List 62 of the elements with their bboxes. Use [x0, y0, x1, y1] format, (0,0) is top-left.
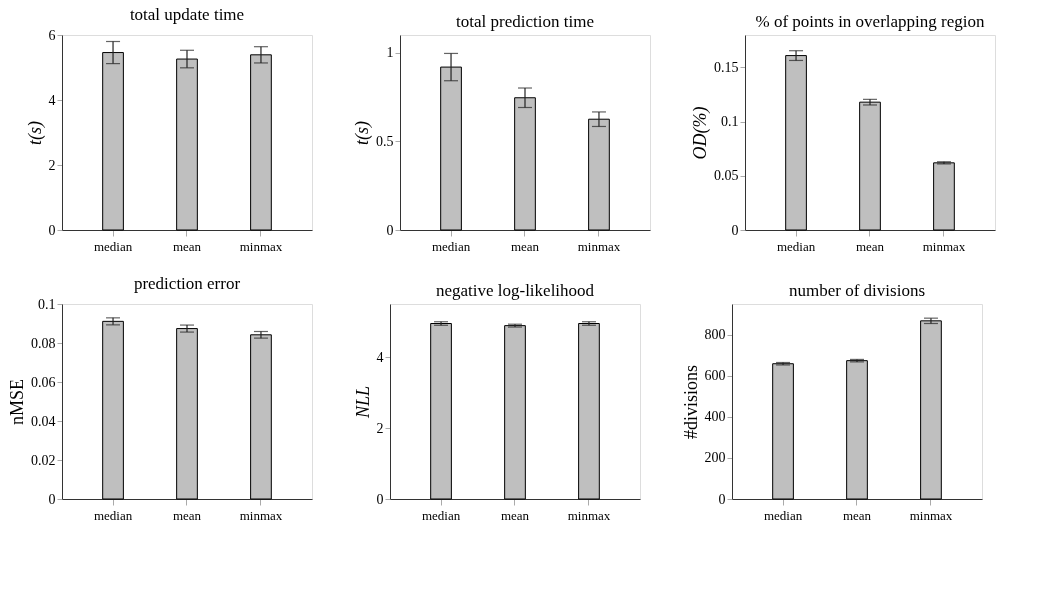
- y-tick-label: 200: [704, 450, 726, 466]
- y-tick-label: 800: [704, 327, 726, 343]
- y-tick-label: 0.1: [38, 296, 56, 312]
- y-axis-title: #divisions: [680, 364, 701, 440]
- y-tick-label: 0.08: [31, 335, 56, 351]
- x-tick-label: median: [763, 507, 803, 523]
- x-tick-label: minmax: [239, 507, 283, 523]
- y-tick-label: 0.5: [376, 133, 394, 149]
- bar: [514, 97, 536, 231]
- x-tick-label: mean: [172, 507, 202, 523]
- x-tick-label: minmax: [567, 507, 611, 523]
- y-axis-title: nMSE: [7, 378, 27, 426]
- bar: [772, 363, 794, 500]
- x-tick-label: median: [776, 238, 816, 254]
- y-tick-label: 4: [376, 349, 384, 365]
- y-tick-label: 6: [48, 27, 56, 43]
- y-tick-label: 0: [386, 222, 394, 238]
- y-tick-label: 0: [731, 222, 739, 238]
- x-tick-label: minmax: [922, 238, 966, 254]
- y-tick-label: 0.04: [31, 413, 56, 429]
- bar: [785, 55, 807, 231]
- bar: [846, 360, 868, 500]
- y-tick-label: 0.02: [31, 452, 56, 468]
- y-tick-label: 0: [718, 491, 726, 507]
- y-tick-label: 0: [48, 222, 56, 238]
- x-tick-label: median: [93, 238, 133, 254]
- chart-title: number of divisions: [789, 281, 925, 300]
- chart-title: total prediction time: [456, 12, 594, 31]
- y-tick-label: 0.05: [714, 168, 739, 184]
- bar: [588, 118, 610, 231]
- y-tick-label: 0.1: [721, 114, 739, 130]
- x-tick-label: mean: [172, 238, 202, 254]
- y-tick-label: 1: [386, 45, 394, 61]
- x-tick-label: median: [431, 238, 471, 254]
- y-tick-label: 0.15: [714, 60, 739, 75]
- y-axis-title: OD(%): [690, 106, 711, 160]
- bar: [933, 162, 955, 231]
- y-tick-label: 600: [704, 368, 726, 384]
- bar: [440, 66, 462, 231]
- y-tick-label: 0: [48, 491, 56, 507]
- y-tick-label: 0: [376, 491, 384, 507]
- y-axis-title: NLL: [352, 385, 373, 420]
- x-tick-label: mean: [510, 238, 540, 254]
- y-tick-label: 400: [704, 409, 726, 425]
- y-tick-label: 0.06: [31, 374, 56, 390]
- chart-title: prediction error: [133, 274, 241, 293]
- x-tick-label: mean: [500, 507, 530, 523]
- x-tick-label: mean: [842, 507, 872, 523]
- x-tick-label: minmax: [909, 507, 953, 523]
- x-tick-label: minmax: [577, 238, 621, 254]
- chart-title: % of points in overlapping region: [755, 12, 985, 31]
- y-axis-title: t(s): [24, 121, 46, 145]
- y-tick-label: 2: [376, 420, 384, 436]
- x-tick-label: median: [421, 507, 461, 523]
- x-tick-label: median: [93, 507, 133, 523]
- chart-title: negative log-likelihood: [435, 281, 595, 300]
- y-tick-label: 2: [48, 157, 56, 173]
- x-tick-label: minmax: [239, 238, 283, 254]
- y-tick-label: 4: [48, 92, 56, 108]
- x-tick-label: mean: [855, 238, 885, 254]
- chart-title: total update time: [129, 5, 245, 24]
- y-axis-title: t(s): [352, 121, 373, 145]
